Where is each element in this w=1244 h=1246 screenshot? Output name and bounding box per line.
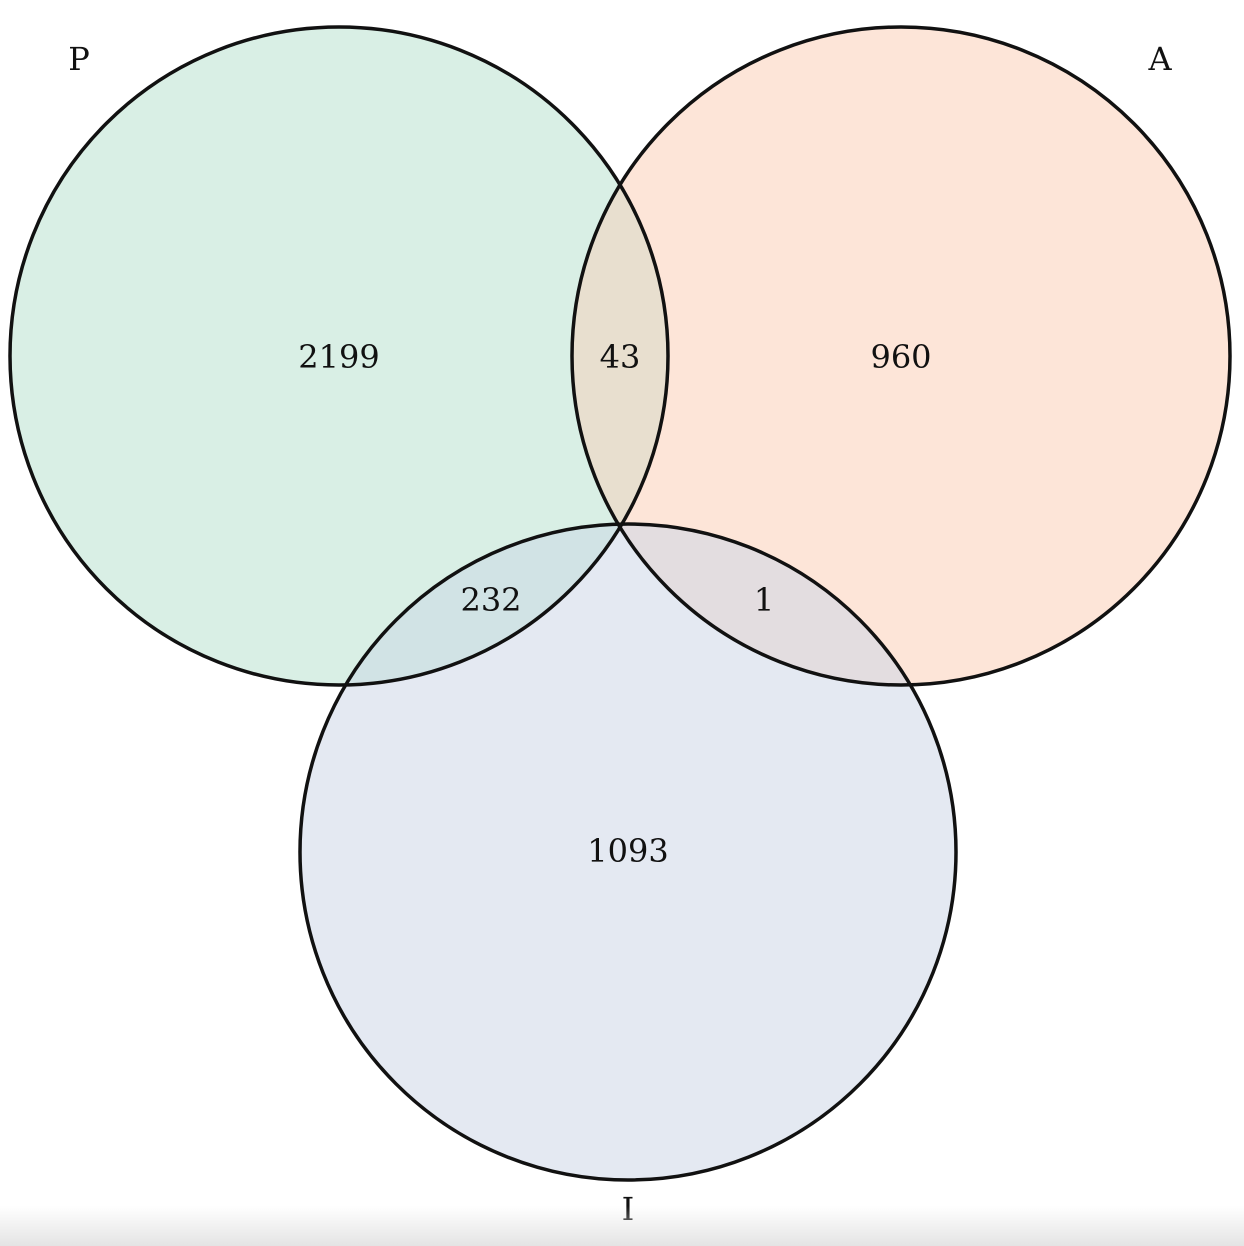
- set-a-outline: [570, 25, 1232, 687]
- count-a-i: 1: [754, 581, 774, 619]
- set-a-fill: [572, 27, 1230, 685]
- count-p-i: 232: [460, 581, 521, 619]
- set-i-outline: [298, 522, 958, 1182]
- set-label-p: P: [68, 40, 90, 78]
- set-i-fill: [300, 524, 956, 1180]
- count-a-only: 960: [870, 338, 931, 376]
- count-p-a: 43: [600, 338, 641, 376]
- set-p-fill: [10, 27, 668, 685]
- set-label-i: I: [622, 1190, 635, 1228]
- count-i-only: 1093: [587, 832, 668, 870]
- count-p-only: 2199: [298, 338, 379, 376]
- set-label-a: A: [1147, 40, 1172, 78]
- set-p-outline: [8, 25, 670, 687]
